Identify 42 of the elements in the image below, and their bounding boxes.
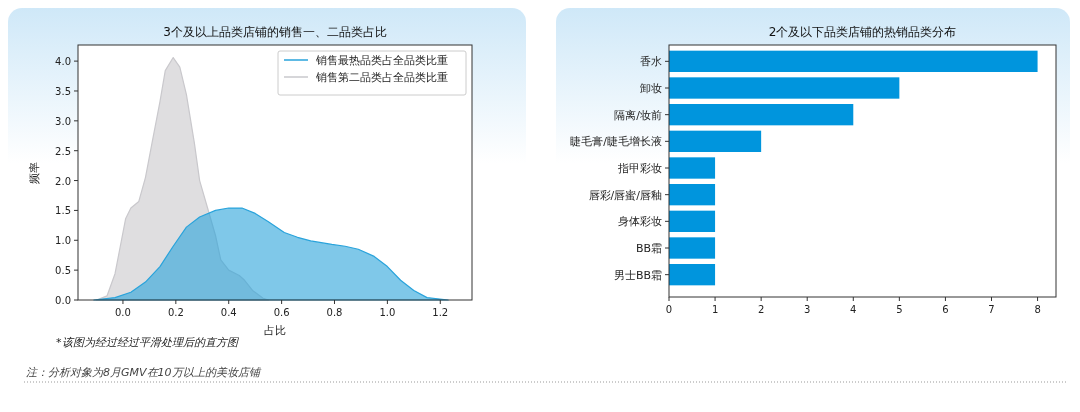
legend-label: 销售最热品类占全品类比重 [315, 54, 448, 67]
x-tick-label: 3 [804, 304, 811, 315]
y-tick-label: 男士BB霜 [613, 268, 662, 282]
text: 注：分析对象为8月GMV在10万以上的美妆店铺 [26, 366, 262, 379]
x-tick-label: 0 [665, 304, 673, 315]
x-tick-label: 0.4 [220, 307, 237, 318]
x-tick-label: 0.2 [167, 307, 184, 318]
x-tick-label: 2 [757, 304, 765, 315]
x-tick-label: 4 [850, 304, 857, 315]
x-tick-label: 0.8 [326, 307, 343, 318]
x-tick-label: 5 [896, 304, 903, 315]
y-tick-label: 身体彩妆 [618, 215, 662, 229]
text: *该图为经过经过平滑处理后的直方图 [56, 336, 240, 349]
x-axis-title: 占比 [264, 324, 286, 337]
x-tick-label: 7 [988, 304, 995, 315]
y-tick-label: 唇彩/唇蜜/唇釉 [588, 188, 662, 202]
chart-title: 2个及以下品类店铺的热销品类分布 [768, 25, 957, 39]
chart-title: 3个及以上品类店铺的销售一、二品类占比 [163, 25, 387, 39]
y-tick-label: 3.0 [55, 115, 71, 127]
y-tick-label: 睫毛膏/睫毛增长液 [570, 135, 662, 149]
y-tick-label: 0.0 [55, 295, 71, 306]
x-tick-label: 0.0 [115, 307, 131, 318]
y-tick-label: 3.5 [55, 85, 71, 97]
x-tick-label: 1.2 [432, 307, 449, 318]
x-tick-label: 8 [1034, 304, 1041, 315]
y-tick-label: 0.5 [55, 265, 71, 277]
y-tick-label: 1.5 [55, 205, 71, 217]
legend-label: 销售第二品类占全品类比重 [315, 71, 448, 84]
y-tick-label: 指甲彩妆 [617, 162, 662, 175]
y-tick-label: 2.5 [55, 145, 71, 157]
y-tick-label: 卸妆 [640, 82, 662, 95]
x-tick-label: 6 [942, 304, 949, 315]
y-axis-title: 频率 [28, 161, 41, 184]
y-tick-label: 4.0 [55, 56, 71, 68]
y-tick-label: 2.0 [55, 175, 71, 187]
y-tick-label: 隔离/妆前 [614, 108, 662, 122]
x-tick-label: 1 [711, 304, 719, 315]
x-tick-label: 0.6 [273, 307, 290, 318]
x-tick-label: 1.0 [379, 307, 396, 318]
y-tick-label: 香水 [640, 55, 662, 69]
y-tick-label: BB霜 [635, 242, 662, 255]
y-tick-label: 1.0 [55, 235, 71, 247]
